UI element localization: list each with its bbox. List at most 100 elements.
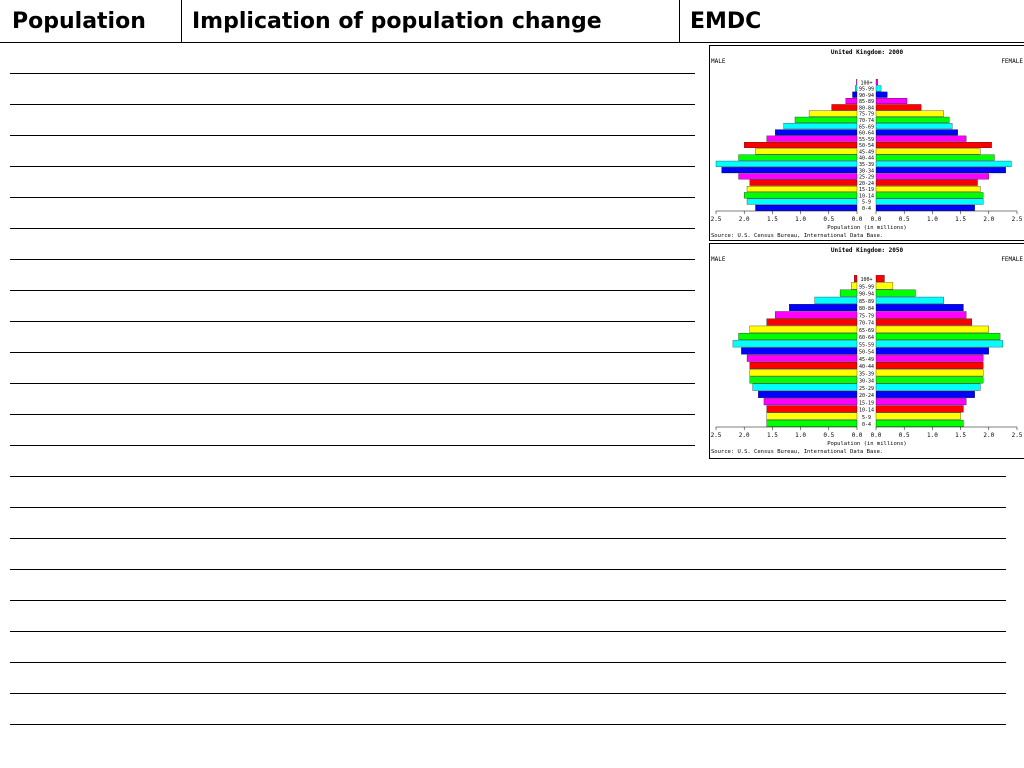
male-bar <box>856 79 858 86</box>
female-bar <box>875 376 984 384</box>
chart-title: United Kingdom: 2000 <box>831 49 904 56</box>
male-bar <box>721 167 858 174</box>
age-label: 100+ <box>860 80 872 86</box>
age-label: 30-34 <box>859 379 874 385</box>
female-bar <box>875 179 978 186</box>
writing-line <box>10 135 695 136</box>
age-label: 80-84 <box>859 105 874 111</box>
writing-line <box>10 73 695 74</box>
female-bar <box>875 340 1004 348</box>
female-bar <box>875 405 964 413</box>
male-bar <box>755 204 858 211</box>
male-bar <box>851 282 858 290</box>
writing-line <box>10 507 1006 508</box>
female-bar <box>875 79 878 86</box>
male-bar <box>766 419 858 427</box>
x-tick-label: 2.0 <box>739 432 750 439</box>
source-note: Source: U.S. Census Bureau, Internationa… <box>711 449 883 455</box>
male-bar <box>746 186 858 192</box>
age-label: 55-59 <box>859 342 874 348</box>
male-bar <box>755 148 858 155</box>
writing-line <box>10 321 695 322</box>
female-bar <box>875 135 967 142</box>
female-bar <box>875 186 981 192</box>
age-label: 10-14 <box>859 193 874 199</box>
male-bar <box>741 347 858 355</box>
male-bar <box>845 98 858 104</box>
male-bar <box>766 405 858 413</box>
x-tick-label: 1.5 <box>955 216 966 223</box>
male-bar <box>738 333 858 340</box>
writing-line <box>10 476 1006 477</box>
male-bar <box>766 318 858 326</box>
writing-line <box>10 569 1006 570</box>
female-bar <box>875 91 888 98</box>
header-population: Population <box>12 8 146 34</box>
age-label: 55-59 <box>859 137 874 143</box>
header-emdc: EMDC <box>679 0 1024 42</box>
female-bar <box>875 325 989 333</box>
male-bar <box>831 104 858 111</box>
writing-line <box>10 228 695 229</box>
writing-line <box>10 290 695 291</box>
x-tick-label: 1.5 <box>767 216 778 223</box>
age-label: 0-4 <box>862 422 871 428</box>
male-bar <box>738 173 858 180</box>
male-bar <box>746 198 858 205</box>
female-bar <box>875 275 885 283</box>
age-label: 65-69 <box>859 124 874 130</box>
male-bar <box>775 311 858 319</box>
x-tick-label: 0.5 <box>823 432 834 439</box>
age-label: 70-74 <box>859 321 874 327</box>
age-label: 20-24 <box>859 393 874 399</box>
x-tick-label: 0.5 <box>899 216 910 223</box>
male-bar <box>775 129 858 136</box>
female-bar <box>875 173 989 180</box>
age-label: 70-74 <box>859 118 874 124</box>
male-bar <box>839 289 858 297</box>
female-bar <box>875 167 1006 174</box>
pyramid-chart-2050: United Kingdom: 2050 MALE FEMALE 100+ 95-99 9… <box>709 243 1024 459</box>
female-bar <box>875 192 984 199</box>
x-tick-label: 0.0 <box>852 432 863 439</box>
female-bar <box>875 419 964 427</box>
female-bar <box>875 104 922 111</box>
x-axis-label: Population (in millions) <box>827 225 906 231</box>
writing-line <box>10 724 1006 725</box>
male-bar <box>766 412 858 420</box>
female-bar <box>875 362 984 369</box>
age-label: 100+ <box>860 277 872 283</box>
male-bar <box>758 390 858 398</box>
x-tick-label: 2.5 <box>1012 216 1023 223</box>
female-bar <box>875 116 950 123</box>
male-bar <box>746 354 858 362</box>
male-bar <box>852 91 858 98</box>
age-label: 95-99 <box>859 87 874 93</box>
age-label: 80-84 <box>859 306 874 312</box>
writing-line <box>10 538 1006 539</box>
x-tick-label: 1.0 <box>795 216 806 223</box>
female-bar <box>875 412 961 420</box>
male-bar <box>855 85 858 92</box>
female-bar <box>875 98 908 104</box>
x-tick-label: 1.0 <box>927 216 938 223</box>
x-tick-label: 0.5 <box>823 216 834 223</box>
age-label: 95-99 <box>859 284 874 290</box>
age-label: 60-64 <box>859 335 874 341</box>
writing-line <box>10 662 1006 663</box>
age-label: 25-29 <box>859 175 874 181</box>
age-label: 15-19 <box>859 400 874 406</box>
writing-line <box>10 166 695 167</box>
x-tick-label: 1.5 <box>767 432 778 439</box>
age-label: 75-79 <box>859 313 874 319</box>
female-bar <box>875 304 964 312</box>
age-label: 45-49 <box>859 357 874 363</box>
x-axis-label: Population (in millions) <box>827 441 906 447</box>
male-bar <box>744 142 858 148</box>
female-bar <box>875 347 989 355</box>
male-bar <box>783 123 858 130</box>
age-label: 30-34 <box>859 168 874 174</box>
pyramid-svg-2050: United Kingdom: 2050 MALE FEMALE 100+95-99 9… <box>711 247 1024 455</box>
age-label: 15-19 <box>859 187 874 193</box>
x-tick-label: 1.0 <box>927 432 938 439</box>
